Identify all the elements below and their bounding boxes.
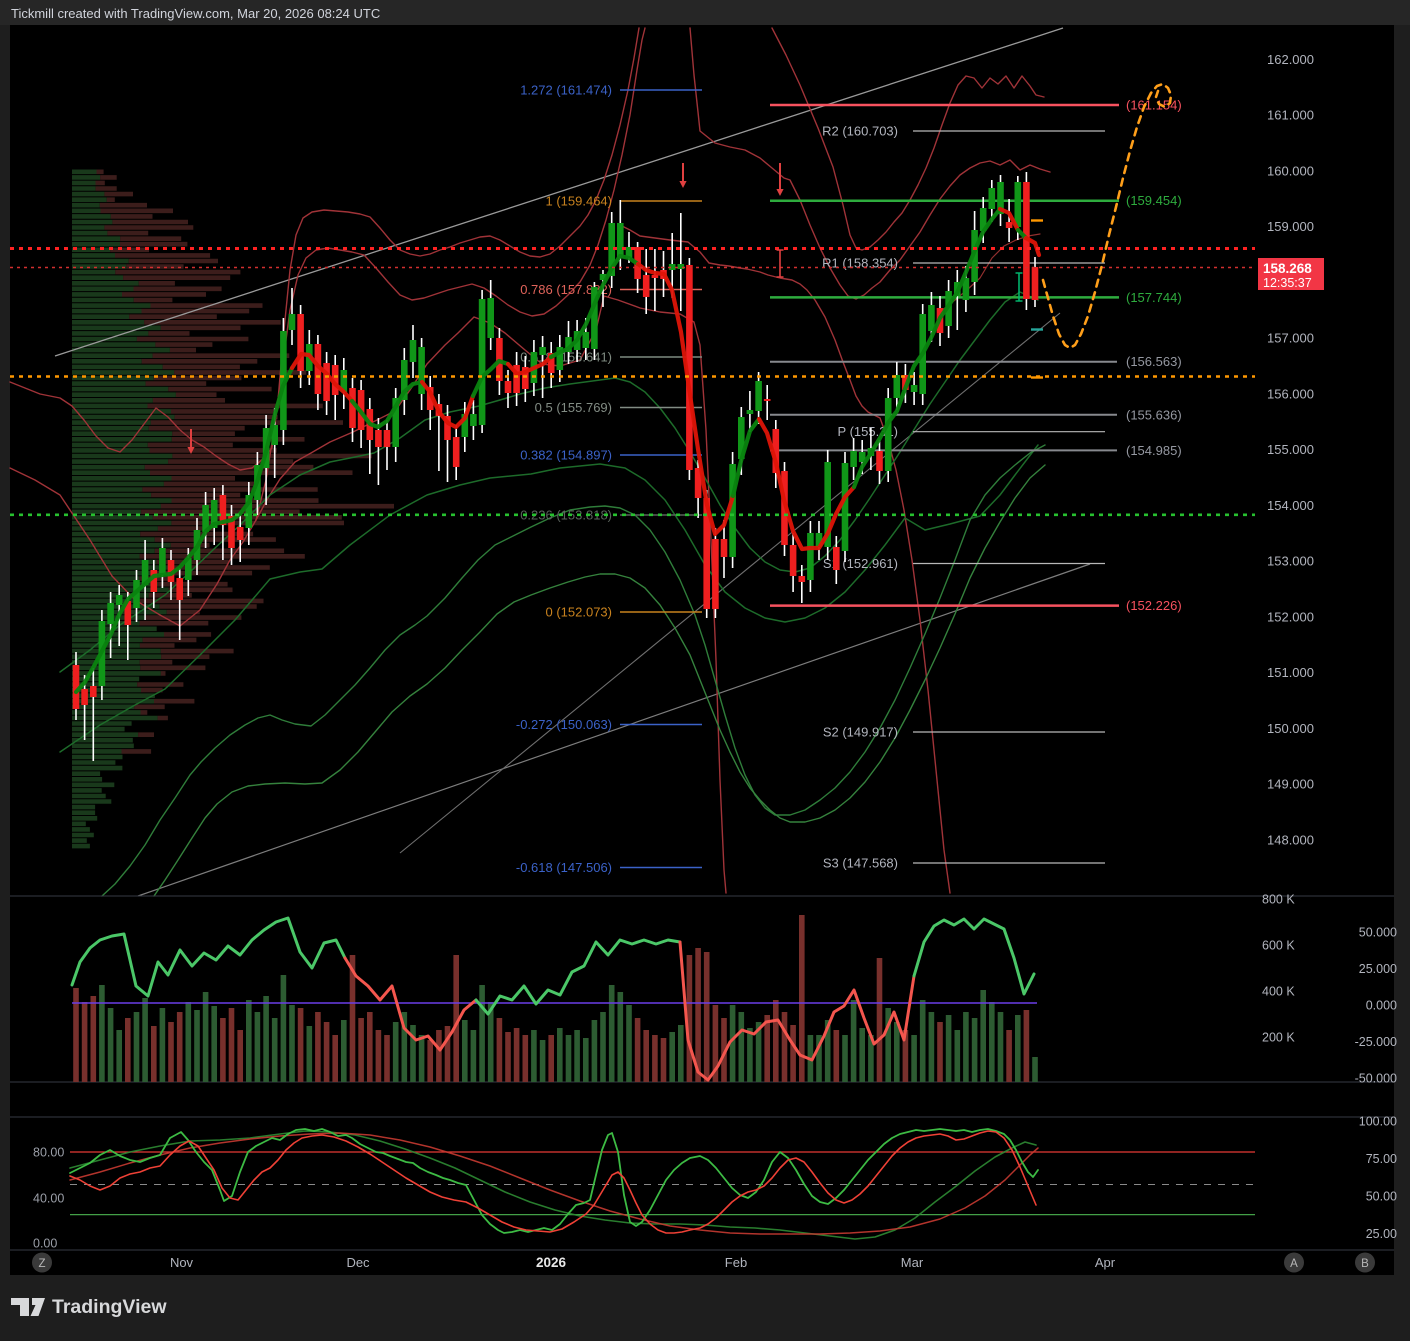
svg-text:40.00: 40.00 xyxy=(33,1192,64,1206)
svg-text:-50.000: -50.000 xyxy=(1355,1072,1397,1086)
svg-text:0.000: 0.000 xyxy=(1366,999,1397,1013)
svg-text:158.268: 158.268 xyxy=(1263,261,1312,276)
svg-text:R1 (158.354): R1 (158.354) xyxy=(822,256,898,271)
svg-text:0 (152.073): 0 (152.073) xyxy=(546,605,613,620)
svg-text:S1 (152.961): S1 (152.961) xyxy=(823,556,898,571)
svg-text:162.000: 162.000 xyxy=(1267,52,1314,67)
svg-text:80.00: 80.00 xyxy=(33,1146,64,1160)
svg-text:0.236 (153.818): 0.236 (153.818) xyxy=(520,508,612,523)
svg-text:148.000: 148.000 xyxy=(1267,832,1314,847)
svg-text:0.382 (154.897): 0.382 (154.897) xyxy=(520,448,612,463)
svg-text:2026: 2026 xyxy=(536,1255,567,1270)
svg-text:S2 (149.917): S2 (149.917) xyxy=(823,725,898,740)
svg-text:Apr: Apr xyxy=(1095,1255,1116,1270)
svg-text:R2 (160.703): R2 (160.703) xyxy=(822,124,898,139)
svg-text:(156.563): (156.563) xyxy=(1126,354,1182,369)
svg-text:153.000: 153.000 xyxy=(1267,554,1314,569)
svg-text:-0.272 (150.063): -0.272 (150.063) xyxy=(516,717,612,732)
svg-text:Dec: Dec xyxy=(346,1255,370,1270)
svg-text:151.000: 151.000 xyxy=(1267,665,1314,680)
svg-text:Mar: Mar xyxy=(901,1255,924,1270)
svg-text:160.000: 160.000 xyxy=(1267,163,1314,178)
svg-text:157.000: 157.000 xyxy=(1267,331,1314,346)
svg-text:50.00: 50.00 xyxy=(1366,1190,1397,1204)
svg-text:(155.636): (155.636) xyxy=(1126,407,1182,422)
svg-text:Feb: Feb xyxy=(725,1255,747,1270)
svg-text:1 (159.464): 1 (159.464) xyxy=(546,194,613,209)
svg-text:-25.000: -25.000 xyxy=(1355,1035,1397,1049)
svg-text:A: A xyxy=(1290,1258,1298,1270)
svg-text:0.00: 0.00 xyxy=(33,1237,57,1251)
svg-text:200 K: 200 K xyxy=(1262,1031,1295,1045)
svg-text:(157.744): (157.744) xyxy=(1126,290,1182,305)
svg-text:800 K: 800 K xyxy=(1262,893,1295,907)
svg-text:161.000: 161.000 xyxy=(1267,108,1314,123)
svg-text:152.000: 152.000 xyxy=(1267,609,1314,624)
svg-text:(154.985): (154.985) xyxy=(1126,443,1182,458)
svg-text:(152.226): (152.226) xyxy=(1126,598,1182,613)
svg-text:Z: Z xyxy=(38,1258,45,1270)
svg-text:155.000: 155.000 xyxy=(1267,442,1314,457)
svg-text:400 K: 400 K xyxy=(1262,985,1295,999)
svg-text:Nov: Nov xyxy=(170,1255,194,1270)
svg-text:100.00: 100.00 xyxy=(1359,1115,1397,1129)
svg-text:50.000: 50.000 xyxy=(1359,926,1397,940)
svg-text:TradingView: TradingView xyxy=(52,1296,167,1318)
svg-text:1.272 (161.474): 1.272 (161.474) xyxy=(520,83,612,98)
svg-text:12:35:37: 12:35:37 xyxy=(1263,276,1312,290)
svg-text:(159.454): (159.454) xyxy=(1126,193,1182,208)
svg-text:Tickmill created with TradingV: Tickmill created with TradingView.com, M… xyxy=(11,6,380,21)
svg-text:154.000: 154.000 xyxy=(1267,498,1314,513)
svg-text:0.5 (155.769): 0.5 (155.769) xyxy=(535,400,612,415)
svg-text:75.00: 75.00 xyxy=(1366,1152,1397,1166)
svg-text:159.000: 159.000 xyxy=(1267,219,1314,234)
svg-text:25.000: 25.000 xyxy=(1359,962,1397,976)
svg-text:-0.618 (147.506): -0.618 (147.506) xyxy=(516,860,612,875)
svg-text:(161.154): (161.154) xyxy=(1126,98,1182,113)
svg-text:B: B xyxy=(1361,1258,1369,1270)
svg-text:150.000: 150.000 xyxy=(1267,721,1314,736)
svg-text:S3 (147.568): S3 (147.568) xyxy=(823,856,898,871)
svg-text:600 K: 600 K xyxy=(1262,939,1295,953)
svg-text:156.000: 156.000 xyxy=(1267,386,1314,401)
svg-text:0.786 (157.882): 0.786 (157.882) xyxy=(520,282,612,297)
svg-text:25.00: 25.00 xyxy=(1366,1227,1397,1241)
svg-text:149.000: 149.000 xyxy=(1267,777,1314,792)
